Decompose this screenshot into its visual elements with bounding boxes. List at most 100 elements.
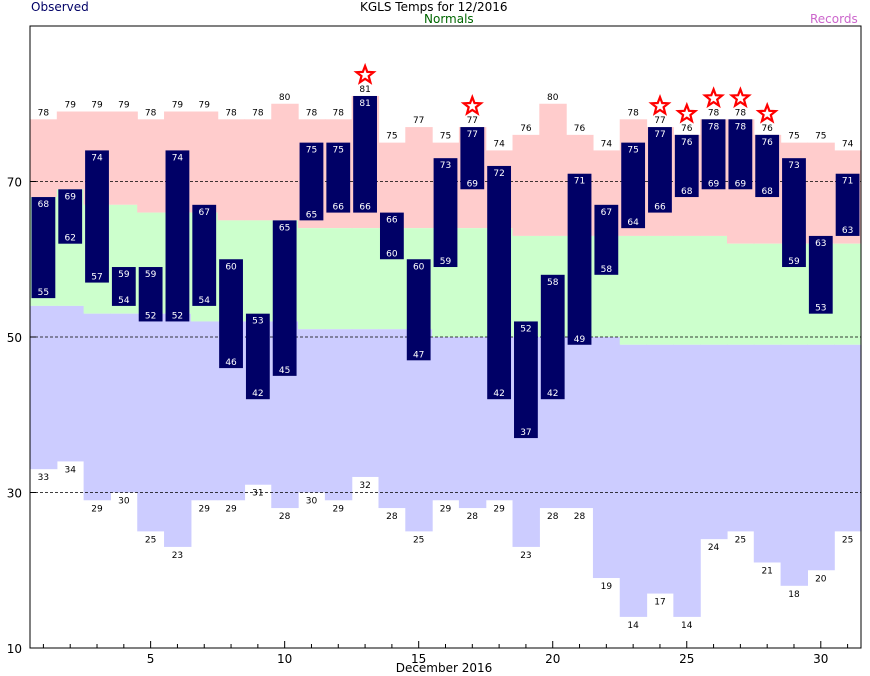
record-low-band xyxy=(30,305,58,470)
record-high-band xyxy=(56,111,85,190)
observed-high-label: 66 xyxy=(386,216,398,226)
record-star xyxy=(728,86,752,109)
observed-bar xyxy=(85,150,109,283)
observed-bar xyxy=(648,127,672,213)
observed-high-label: 68 xyxy=(38,200,50,210)
observed-bar xyxy=(460,127,485,190)
observed-bar xyxy=(272,220,297,376)
record-low-label: 20 xyxy=(815,574,827,584)
observed-bar xyxy=(782,158,806,268)
normal-band xyxy=(458,228,487,337)
normal-band xyxy=(244,220,272,322)
observed-low-label: 68 xyxy=(681,187,693,197)
record-high-label: 78 xyxy=(38,108,50,118)
record-high-band xyxy=(190,111,219,213)
x-tick-label: 5 xyxy=(147,652,155,666)
observed-low-label: 65 xyxy=(306,210,317,220)
observed-high-label: 52 xyxy=(520,324,531,334)
record-low-band xyxy=(432,337,460,501)
observed-high-label: 67 xyxy=(199,208,210,218)
observed-bar xyxy=(674,134,699,198)
record-low-label: 33 xyxy=(38,473,49,483)
record-low-band xyxy=(190,321,219,501)
observed-low-label: 46 xyxy=(225,358,237,368)
record-low-label: 28 xyxy=(467,512,479,522)
observed-low-label: 42 xyxy=(547,389,558,399)
record-low-label: 34 xyxy=(64,465,76,475)
x-tick-label: 25 xyxy=(679,652,694,666)
observed-high-label: 76 xyxy=(761,138,773,148)
observed-bar xyxy=(594,204,619,275)
observed-high-label: 69 xyxy=(64,192,76,202)
observed-low-label: 68 xyxy=(761,187,773,197)
record-high-label: 78 xyxy=(306,108,318,118)
record-star xyxy=(755,101,779,124)
record-low-label: 25 xyxy=(735,535,746,545)
observed-bar xyxy=(379,212,404,260)
x-axis-label: December 2016 xyxy=(396,661,493,675)
normal-band xyxy=(512,235,540,337)
record-low-label: 14 xyxy=(681,621,693,631)
record-low-band xyxy=(700,344,728,540)
x-tick-label: 10 xyxy=(277,652,292,666)
observed-low-label: 63 xyxy=(842,226,853,236)
record-high-label: 75 xyxy=(815,132,826,142)
record-low-band xyxy=(351,329,380,477)
record-low-label: 28 xyxy=(279,512,291,522)
observed-bar xyxy=(58,189,83,244)
record-high-band xyxy=(30,119,58,198)
observed-high-label: 76 xyxy=(681,138,693,148)
record-star xyxy=(353,62,377,85)
record-high-label: 74 xyxy=(493,139,505,149)
observed-high-label: 73 xyxy=(788,161,799,171)
observed-bar xyxy=(755,134,780,198)
x-tick-label: 15 xyxy=(411,652,426,666)
observed-high-label: 58 xyxy=(547,278,559,288)
record-low-label: 29 xyxy=(225,504,237,514)
record-low-label: 23 xyxy=(172,551,183,561)
record-high-label: 75 xyxy=(386,132,397,142)
record-high-band xyxy=(137,119,165,213)
y-tick-label: 50 xyxy=(7,331,22,345)
normals-legend-label: Normals xyxy=(424,12,474,26)
normal-band xyxy=(324,228,353,330)
record-high-band xyxy=(271,103,299,221)
observed-high-label: 78 xyxy=(708,122,720,132)
record-star xyxy=(460,93,484,116)
record-high-label: 78 xyxy=(145,108,157,118)
record-high-label: 78 xyxy=(627,108,639,118)
record-high-label: 75 xyxy=(788,132,799,142)
record-low-label: 29 xyxy=(91,504,103,514)
record-low-label: 18 xyxy=(788,590,800,600)
y-tick-label: 10 xyxy=(7,642,22,656)
record-low-band xyxy=(110,313,138,493)
observed-high-label: 67 xyxy=(601,208,612,218)
observed-low-label: 69 xyxy=(467,179,479,189)
record-high-label: 74 xyxy=(601,139,613,149)
record-low-band xyxy=(673,344,701,617)
climate-bands xyxy=(30,95,862,617)
record-low-label: 14 xyxy=(627,621,639,631)
normal-band xyxy=(700,235,728,345)
record-low-label: 25 xyxy=(413,535,424,545)
record-low-label: 32 xyxy=(359,481,370,491)
normal-band xyxy=(673,235,701,345)
record-low-band xyxy=(807,344,835,571)
observed-high-label: 81 xyxy=(359,99,370,109)
observed-legend-label: Observed xyxy=(31,0,89,14)
observed-high-label: 78 xyxy=(735,122,747,132)
record-low-band xyxy=(137,313,165,532)
observed-high-label: 74 xyxy=(172,153,184,163)
normal-band xyxy=(298,228,326,330)
record-low-band xyxy=(592,337,621,579)
record-high-band xyxy=(512,134,540,236)
record-low-band xyxy=(566,337,594,509)
observed-bar xyxy=(326,142,351,213)
observed-high-label: 75 xyxy=(306,146,317,156)
record-high-band xyxy=(217,119,246,221)
observed-bars: 68 55 69 62 74 57 59 54 59 52 74 52 67 54 60 46 53 42 65 45… xyxy=(31,95,860,439)
normal-band xyxy=(619,235,648,345)
record-low-band xyxy=(405,329,433,532)
record-low-band xyxy=(753,344,782,563)
observed-bar xyxy=(219,259,243,369)
